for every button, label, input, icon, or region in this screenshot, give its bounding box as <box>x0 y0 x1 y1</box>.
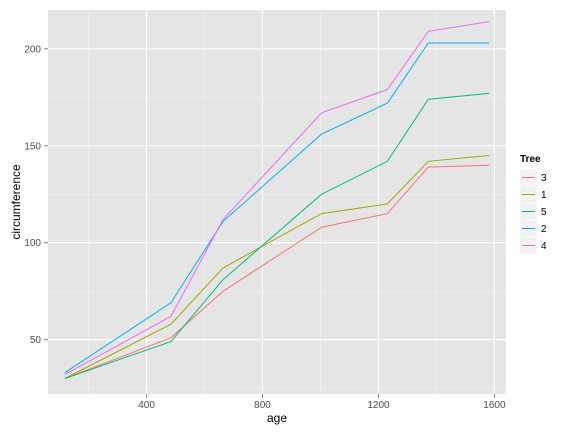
x-axis: 400 800 1200 1600 <box>138 394 506 411</box>
x-tick-label: 800 <box>254 400 271 411</box>
x-axis-title: age <box>267 411 287 425</box>
series-line-tree-2 <box>64 42 490 374</box>
y-axis-title: circumference <box>9 164 23 240</box>
legend-label-2: 2 <box>541 224 547 235</box>
y-tick-label: 100 <box>24 238 41 249</box>
x-tick-label: 1200 <box>367 400 390 411</box>
x-tick-label: 400 <box>138 400 155 411</box>
series-line-tree-3 <box>64 164 490 379</box>
legend-title: Tree <box>520 154 541 165</box>
legend: Tree 3 1 5 2 4 <box>519 154 547 255</box>
major-gridlines <box>48 10 506 394</box>
legend-label-3: 3 <box>541 173 547 184</box>
y-tick-label: 200 <box>24 44 41 55</box>
series-line-tree-5 <box>64 92 490 379</box>
y-tick-label: 50 <box>30 335 42 346</box>
series-lines <box>64 21 490 379</box>
series-line-tree-4 <box>64 21 490 376</box>
y-axis: 50 100 150 200 <box>24 44 48 346</box>
x-tick-label: 1600 <box>483 400 506 411</box>
legend-label-1: 1 <box>541 190 547 201</box>
legend-label-4: 4 <box>541 241 547 252</box>
plot-panel <box>48 10 506 394</box>
legend-label-5: 5 <box>541 207 547 218</box>
y-tick-label: 150 <box>24 141 41 152</box>
series-line-tree-1 <box>64 155 490 379</box>
minor-gridlines <box>48 10 506 394</box>
